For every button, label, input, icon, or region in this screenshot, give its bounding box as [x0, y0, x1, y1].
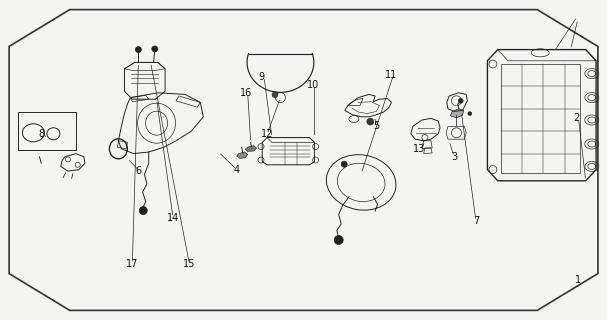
Circle shape: [341, 161, 347, 167]
Circle shape: [135, 47, 141, 52]
Text: 14: 14: [167, 212, 179, 223]
Text: 3: 3: [451, 152, 457, 162]
Circle shape: [468, 112, 472, 116]
Text: 6: 6: [135, 166, 141, 176]
Text: 13: 13: [413, 144, 425, 154]
Text: 5: 5: [373, 121, 379, 132]
Circle shape: [458, 98, 463, 103]
Polygon shape: [237, 152, 248, 158]
Text: 11: 11: [385, 70, 398, 80]
Text: 4: 4: [234, 164, 240, 175]
Text: 10: 10: [307, 80, 319, 90]
Circle shape: [367, 118, 374, 125]
Text: 15: 15: [183, 259, 195, 269]
Circle shape: [272, 92, 278, 98]
Text: 9: 9: [258, 72, 264, 82]
Bar: [18, 112, 76, 150]
Circle shape: [152, 46, 158, 52]
Text: 16: 16: [240, 88, 252, 98]
Circle shape: [139, 207, 148, 214]
Polygon shape: [450, 109, 464, 118]
Text: 7: 7: [473, 216, 479, 226]
Text: 12: 12: [261, 129, 273, 140]
Text: 8: 8: [38, 129, 44, 140]
Text: 17: 17: [126, 259, 138, 269]
Text: 2: 2: [574, 113, 580, 124]
Circle shape: [334, 236, 343, 244]
Bar: [501, 64, 580, 173]
Polygon shape: [245, 146, 257, 151]
Text: 1: 1: [575, 275, 581, 285]
